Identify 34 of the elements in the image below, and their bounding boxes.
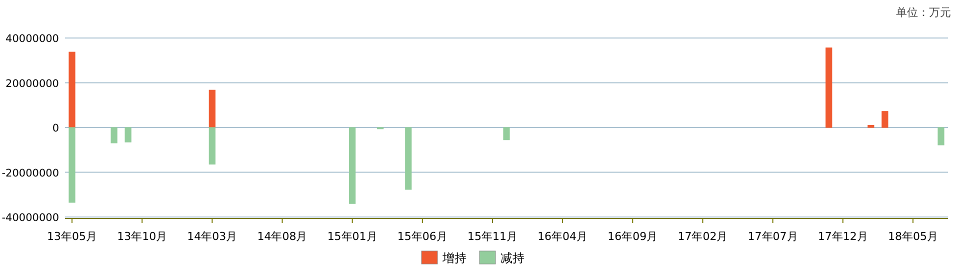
- x-tick-label: 14年03月: [187, 230, 238, 243]
- x-tick-label: 15年01月: [327, 230, 378, 243]
- bar: [110, 127, 118, 144]
- x-tick-label: 18年05月: [888, 230, 938, 243]
- bar: [208, 127, 216, 164]
- x-tick-label: 16年04月: [538, 230, 588, 243]
- bar: [503, 127, 510, 140]
- x-tick-label: 17年02月: [678, 230, 728, 243]
- bar: [208, 90, 216, 128]
- bar: [405, 127, 412, 190]
- x-tick-label: 17年12月: [818, 230, 868, 243]
- y-tick-label: -20000000: [2, 167, 59, 180]
- y-tick-label: 0: [52, 122, 59, 134]
- y-tick-label: 20000000: [6, 78, 59, 90]
- x-tick-label: 17年07月: [748, 230, 798, 243]
- bar: [349, 127, 356, 204]
- text: 单位：万元: [896, 6, 951, 19]
- x-tick-label: 13年10月: [117, 230, 168, 243]
- y-tick-label: 40000000: [6, 33, 59, 45]
- legend-label: 减持: [500, 251, 524, 265]
- x-tick-label: 15年06月: [397, 230, 448, 243]
- x-tick-label: 13年05月: [47, 230, 98, 243]
- x-tick-label: 15年11月: [467, 230, 518, 243]
- bar: [938, 127, 944, 146]
- x-tick-label: 16年09月: [608, 230, 658, 243]
- x-tick-label: 14年08月: [257, 230, 308, 243]
- bar: [124, 127, 132, 142]
- y-tick-label: -40000000: [2, 212, 59, 224]
- legend-label: 增持: [442, 251, 466, 265]
- bar: [68, 127, 76, 203]
- bar: [868, 124, 874, 128]
- bar: [882, 111, 888, 128]
- bar: [826, 48, 832, 128]
- bar: [68, 52, 76, 128]
